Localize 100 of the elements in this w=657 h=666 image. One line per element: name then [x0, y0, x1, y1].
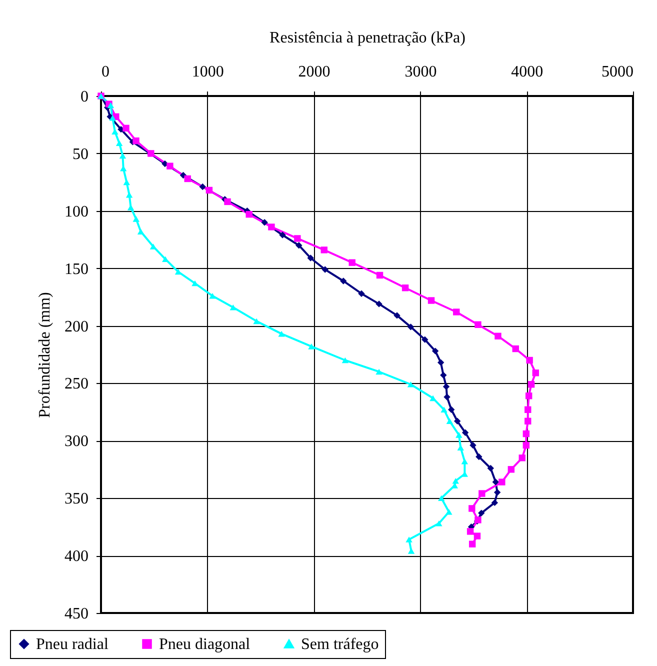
point	[437, 359, 444, 366]
point	[376, 272, 384, 279]
point	[376, 300, 382, 308]
y-tick-label: 400	[64, 548, 88, 566]
point	[407, 324, 414, 330]
y-axis-title: Profundidade (mm)	[36, 292, 54, 418]
point	[432, 348, 439, 354]
point	[408, 548, 415, 554]
point	[224, 198, 231, 206]
point	[296, 242, 302, 249]
point	[209, 293, 216, 299]
point	[532, 370, 539, 376]
x-tick-label: 5000	[602, 64, 634, 80]
x-tick-label: 1000	[192, 64, 224, 80]
point	[487, 464, 494, 472]
point	[322, 266, 328, 273]
point	[453, 308, 460, 316]
point	[454, 418, 461, 424]
point	[294, 235, 301, 242]
point	[522, 442, 530, 449]
point	[166, 162, 174, 170]
point	[340, 278, 347, 284]
point	[448, 406, 455, 413]
point	[268, 224, 275, 230]
x-tick-label: 3000	[404, 64, 437, 80]
x-tick-label: 4000	[511, 64, 544, 80]
y-tick-label: 350	[64, 490, 88, 508]
point	[109, 114, 116, 121]
point	[422, 336, 428, 343]
legend-label: Pneu diagonal	[159, 636, 251, 653]
point	[123, 179, 130, 186]
point	[440, 372, 447, 379]
point	[376, 368, 382, 375]
point	[246, 210, 252, 218]
point	[494, 489, 501, 496]
point	[358, 290, 365, 297]
point	[116, 140, 123, 146]
point	[452, 478, 459, 484]
point	[526, 356, 533, 364]
point	[206, 186, 213, 194]
point	[278, 330, 285, 337]
point	[518, 454, 526, 462]
point	[119, 152, 126, 159]
point	[406, 536, 412, 542]
point	[192, 280, 198, 286]
point	[522, 430, 530, 438]
point	[199, 183, 206, 190]
point	[476, 453, 482, 460]
point	[428, 297, 435, 304]
point	[524, 406, 532, 413]
point	[456, 432, 462, 438]
y-tick-label: 0	[80, 88, 88, 106]
point	[508, 466, 515, 473]
point	[462, 429, 469, 436]
point	[461, 458, 468, 464]
point	[468, 505, 476, 512]
point	[174, 268, 182, 275]
y-tick-label: 100	[64, 203, 88, 220]
y-tick-label: 250	[64, 376, 88, 393]
point	[348, 259, 356, 266]
point	[127, 204, 134, 210]
point	[430, 395, 436, 402]
point	[230, 304, 237, 310]
point	[442, 383, 450, 390]
point	[308, 344, 315, 350]
y-tick-label: 150	[64, 260, 88, 278]
point	[491, 499, 498, 506]
point	[402, 284, 409, 292]
x-axis-title: Resistência à penetração (kPa)	[270, 30, 466, 46]
point	[494, 332, 502, 340]
point	[446, 508, 452, 515]
x-tick-label: 2000	[298, 64, 330, 80]
point	[320, 246, 328, 254]
point	[253, 318, 260, 324]
point	[474, 321, 482, 328]
point	[492, 478, 499, 486]
point	[394, 312, 400, 319]
point	[162, 256, 169, 262]
point	[342, 357, 349, 364]
point	[444, 394, 450, 400]
point	[307, 254, 314, 262]
point	[438, 495, 445, 502]
point	[512, 345, 519, 352]
point	[468, 540, 476, 548]
point	[184, 175, 191, 182]
legend-label: Pneu radial	[36, 636, 109, 653]
point	[457, 444, 464, 450]
y-tick-label: 200	[64, 318, 88, 336]
point	[451, 482, 458, 488]
point	[440, 406, 448, 413]
y-tick-label: 450	[64, 606, 88, 622]
point	[132, 216, 140, 222]
point	[528, 381, 535, 388]
point	[126, 192, 133, 198]
point	[446, 418, 454, 424]
point	[137, 228, 144, 234]
point	[132, 137, 140, 144]
point	[498, 478, 506, 486]
point	[470, 442, 476, 449]
point	[407, 381, 414, 388]
